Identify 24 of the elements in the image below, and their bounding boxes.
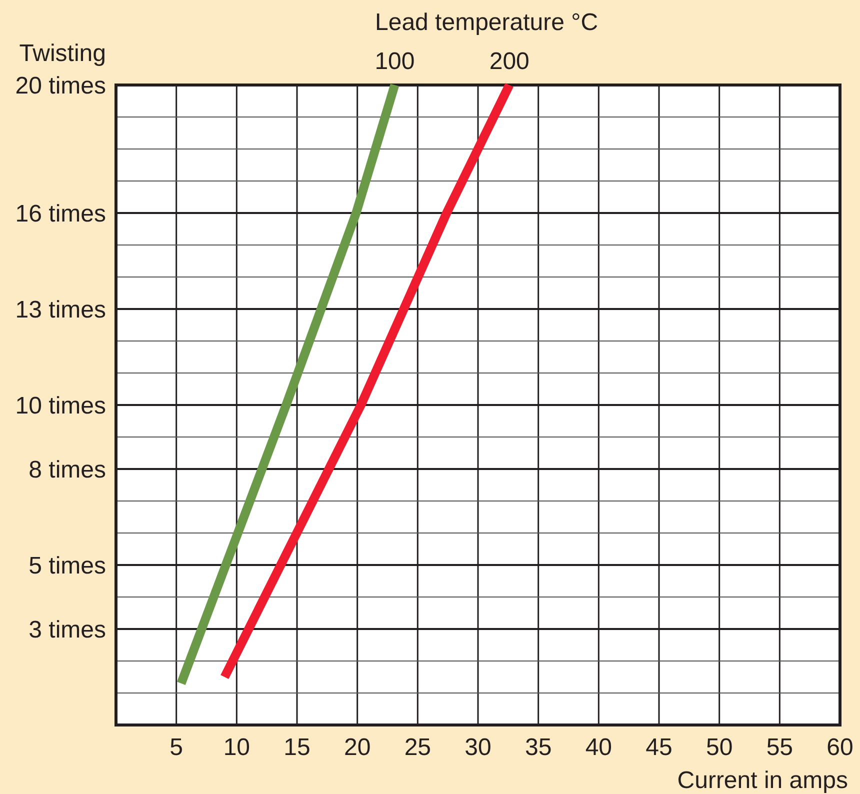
y-tick-label: 8 times xyxy=(28,456,106,484)
x-tick-label: 35 xyxy=(524,734,552,761)
x-tick-label: 20 xyxy=(344,734,371,761)
x-tick-label: 55 xyxy=(766,734,794,761)
x-tick-label: 60 xyxy=(826,734,854,761)
x-axis-title: Current in amps xyxy=(677,767,848,794)
x-tick-label: 10 xyxy=(223,734,250,761)
x-tick-label: 25 xyxy=(404,734,432,761)
series-label: 100 xyxy=(374,48,415,75)
y-tick-label: 16 times xyxy=(15,200,106,228)
y-tick-label: 10 times xyxy=(15,392,106,420)
y-tick-label: 20 times xyxy=(15,72,106,100)
x-tick-label: 5 xyxy=(170,734,184,761)
y-tick-label: 3 times xyxy=(28,616,106,644)
x-tick-label: 45 xyxy=(646,734,672,761)
y-axis-title: Twisting xyxy=(19,40,106,67)
legend-title: Lead temperature °C xyxy=(375,9,598,36)
x-tick-label: 50 xyxy=(706,734,733,761)
y-tick-label: 13 times xyxy=(15,296,106,324)
x-tick-label: 15 xyxy=(284,734,310,761)
series-label: 200 xyxy=(489,48,530,75)
x-tick-label: 30 xyxy=(464,734,492,761)
y-tick-label: 5 times xyxy=(28,552,106,580)
x-tick-label: 40 xyxy=(585,734,612,761)
